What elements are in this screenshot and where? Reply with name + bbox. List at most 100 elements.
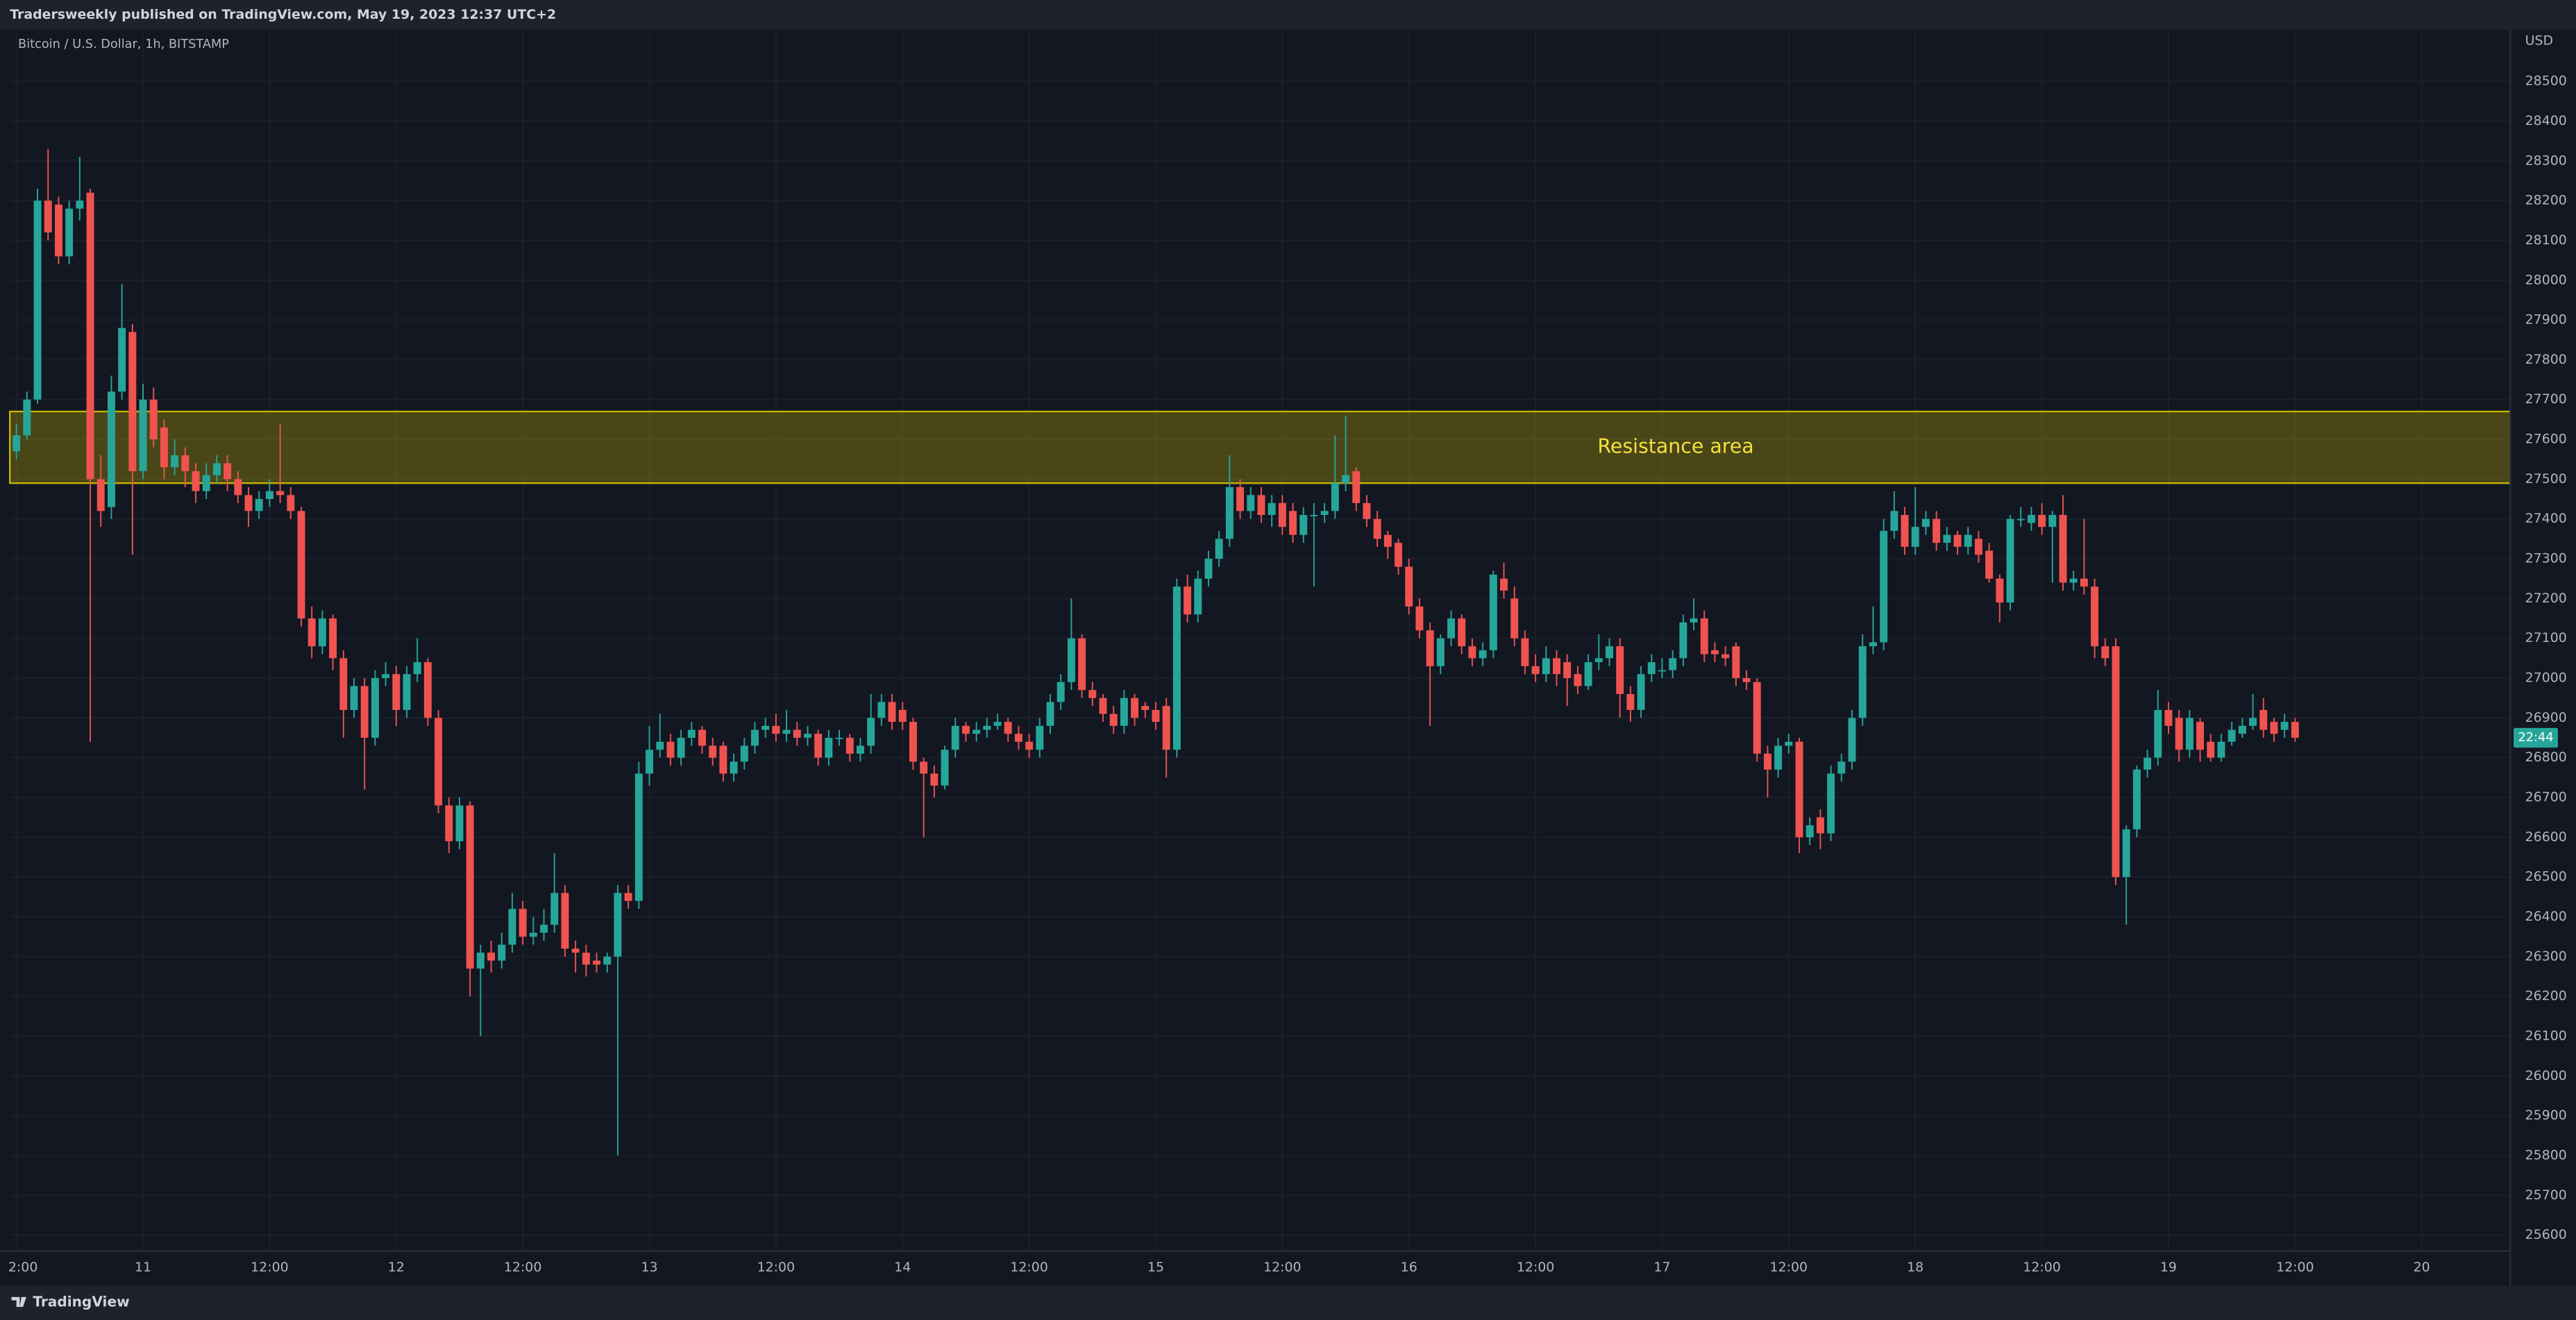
candle-body xyxy=(571,948,580,953)
candle-body xyxy=(12,435,21,452)
candle-body xyxy=(1447,618,1455,638)
candle-body xyxy=(212,463,221,475)
candle-body xyxy=(487,952,496,961)
candle-body xyxy=(1858,646,1867,718)
candle-body xyxy=(1679,622,1687,659)
candle-body xyxy=(582,952,590,965)
candle-body xyxy=(540,924,548,933)
candle-body xyxy=(2164,709,2173,726)
y-tick-label: 26400 xyxy=(2525,909,2567,924)
y-tick-label: 28400 xyxy=(2525,113,2567,128)
candle-body xyxy=(33,201,42,400)
candle-body xyxy=(751,729,759,746)
candle-body xyxy=(1057,682,1065,702)
y-tick-label: 26500 xyxy=(2525,869,2567,884)
x-tick-label: 13 xyxy=(641,1260,657,1275)
candle-body xyxy=(1647,662,1656,675)
candle-body xyxy=(423,662,432,718)
candle-body xyxy=(719,745,727,774)
x-tick-label: 20 xyxy=(2414,1260,2430,1275)
x-tick-label: 12:00 xyxy=(2276,1260,2314,1275)
candle-body xyxy=(44,201,52,232)
candle-body xyxy=(498,945,506,961)
x-tick-label: 11 xyxy=(135,1260,151,1275)
candle-body xyxy=(1563,662,1572,679)
candle-body xyxy=(1120,697,1128,726)
candle-body xyxy=(973,729,981,734)
y-tick-label: 26800 xyxy=(2525,750,2567,765)
candle-body xyxy=(1373,518,1381,539)
y-tick-label: 26900 xyxy=(2525,710,2567,725)
candle-body xyxy=(1933,518,1941,543)
candle-body xyxy=(1606,646,1613,659)
x-tick-label: 12:00 xyxy=(1770,1260,1808,1275)
candle-body xyxy=(76,201,84,209)
x-tick-label: 12:00 xyxy=(1517,1260,1555,1275)
candle-body xyxy=(888,702,896,722)
candle-body xyxy=(1710,650,1719,654)
candle-body xyxy=(371,678,379,738)
candle-body xyxy=(2006,518,2014,603)
candle-body xyxy=(1067,638,1075,682)
candle-body xyxy=(181,455,190,471)
candle-body xyxy=(1479,650,1487,659)
candle-body xyxy=(1289,511,1297,535)
candle-body xyxy=(1890,511,1899,531)
candle-body xyxy=(561,892,569,949)
candle-body xyxy=(455,805,464,842)
candle-body xyxy=(983,725,991,730)
y-tick-label: 26700 xyxy=(2525,790,2567,805)
candle-body xyxy=(350,686,358,710)
candle-body xyxy=(1489,575,1497,650)
candle-body xyxy=(877,702,886,718)
candle-body xyxy=(1046,702,1054,726)
candle-body xyxy=(2217,741,2225,758)
candle-body xyxy=(1184,586,1192,615)
candle-body xyxy=(1637,674,1645,710)
candle-body xyxy=(1331,483,1339,511)
candle-body xyxy=(1342,475,1350,484)
candle-body xyxy=(730,761,738,774)
candle-body xyxy=(2069,578,2078,583)
candle-body xyxy=(160,427,168,468)
candle-body xyxy=(1953,534,1962,547)
candle-body xyxy=(2280,722,2289,730)
candle-body xyxy=(1869,642,1877,647)
candle-body xyxy=(244,495,253,511)
candle-body xyxy=(1278,502,1286,527)
candle-body xyxy=(2291,722,2299,738)
x-tick-label: 14 xyxy=(894,1260,911,1275)
candle-body xyxy=(1141,706,1150,710)
logo-mark xyxy=(11,1296,26,1308)
candles xyxy=(12,149,2299,1156)
candle-body xyxy=(1415,606,1424,631)
y-tick-label: 28300 xyxy=(2525,153,2567,168)
candle-body xyxy=(1669,658,1677,670)
candle-body xyxy=(139,399,147,471)
y-tick-label: 26200 xyxy=(2525,988,2567,1004)
y-tick-label: 28200 xyxy=(2525,193,2567,208)
candle-body xyxy=(149,399,158,440)
resistance-label: Resistance area xyxy=(1597,435,1753,458)
candle-body xyxy=(1816,817,1824,834)
footer-logo: TradingView xyxy=(11,1294,130,1310)
candle-body xyxy=(466,805,474,969)
candle-body xyxy=(930,773,938,786)
y-tick-label: 26100 xyxy=(2525,1029,2567,1044)
candle-body xyxy=(698,729,706,746)
countdown: 22:44 xyxy=(2518,731,2553,745)
candle-body xyxy=(1088,690,1097,698)
candle-body xyxy=(1594,658,1603,663)
y-tick-label: 27500 xyxy=(2525,471,2567,486)
y-tick-label: 28000 xyxy=(2525,272,2567,287)
candle-body xyxy=(1763,754,1771,770)
x-tick-label: 12:00 xyxy=(251,1260,289,1275)
grid xyxy=(10,29,2511,1251)
y-tick-label: 25900 xyxy=(2525,1108,2567,1123)
candle-body xyxy=(1500,578,1508,591)
candle-body xyxy=(1964,534,1972,547)
candle-body xyxy=(2259,709,2268,730)
candle-body xyxy=(1204,559,1213,579)
candle-body xyxy=(339,658,348,710)
